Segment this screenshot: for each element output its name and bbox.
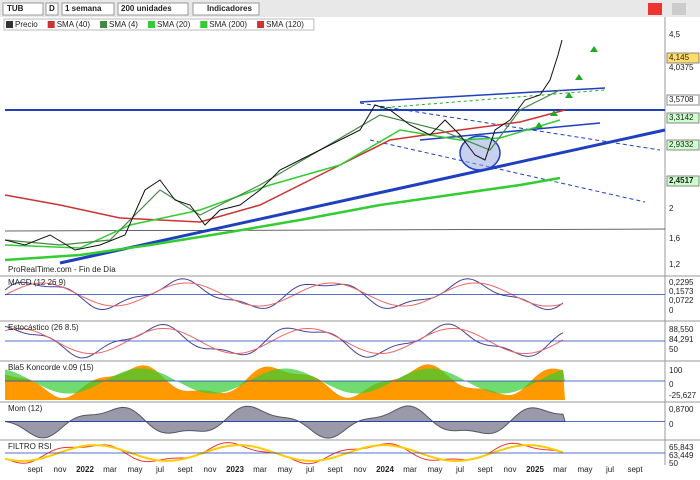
panel-axis-label: 50 <box>669 345 678 354</box>
legend-entry: SMA (40) <box>57 20 91 29</box>
legend-entry: SMA (120) <box>266 20 304 29</box>
indicators-box[interactable] <box>192 2 260 16</box>
price-tag <box>666 94 700 106</box>
x-axis-label: 2024 <box>376 465 394 474</box>
indicator-line <box>4 323 564 359</box>
x-axis-label: mar <box>103 465 117 474</box>
legend-swatch <box>100 21 108 28</box>
panel-axis-label: 0 <box>669 380 674 389</box>
legend-entry: SMA (200) <box>209 20 247 29</box>
x-axis-label: nov <box>204 465 217 474</box>
price-tag <box>666 139 700 151</box>
legend-swatch <box>200 21 208 28</box>
legend-swatch <box>6 21 13 28</box>
x-axis-label: jul <box>305 465 314 474</box>
indicator-line <box>4 278 564 311</box>
panel-title: Estocástico (26 8.5) <box>8 323 79 332</box>
price-label: 2,4517 <box>669 176 694 185</box>
mode-box[interactable] <box>45 2 59 16</box>
mode[interactable]: D <box>49 4 55 13</box>
period-box[interactable] <box>61 2 115 16</box>
panel-axis-label: 0,1573 <box>669 287 694 296</box>
units[interactable]: 200 unidades <box>121 4 172 13</box>
panel-axis-label: -25,627 <box>669 391 697 400</box>
legend-frame <box>3 18 315 31</box>
panel-axis-label: 63,449 <box>669 451 694 460</box>
panel-axis-label: 0,0722 <box>669 296 694 305</box>
x-axis-label: jul <box>155 465 164 474</box>
x-axis-label: 2023 <box>226 465 244 474</box>
panel-axis-label: 0,8700 <box>669 405 694 414</box>
panel-axis-label: 100 <box>669 366 683 375</box>
panel-axis-label: 0,2295 <box>669 278 694 287</box>
panel-axis-label: 0 <box>669 420 674 429</box>
price-label: 3,5708 <box>669 95 694 104</box>
signal-line <box>4 327 564 355</box>
panel-axis-label: 88,550 <box>669 325 694 334</box>
x-axis-label: 2022 <box>76 465 94 474</box>
price-label: 1,6 <box>669 234 681 243</box>
x-axis-label: may <box>577 465 592 474</box>
x-axis-label: jul <box>455 465 464 474</box>
symbol[interactable]: TUB <box>7 4 24 13</box>
x-axis-label: may <box>277 465 292 474</box>
panel-title: FILTRO RSI <box>8 442 51 451</box>
panel-axis-label: 0 <box>669 306 674 315</box>
panel-axis-label: 50 <box>669 459 678 468</box>
symbol-box[interactable] <box>2 2 44 16</box>
x-axis-label: sept <box>27 465 43 474</box>
x-axis-label: nov <box>54 465 67 474</box>
x-axis-label: sept <box>627 465 643 474</box>
panel-title: Bla5 Koncorde v.09 (15) <box>8 363 94 372</box>
panel-axis-label: 65,843 <box>669 443 694 452</box>
price-label: 4,145 <box>669 53 690 62</box>
price-tag <box>666 175 700 187</box>
price-label: 3,3142 <box>669 113 694 122</box>
price-label: 2 <box>669 204 674 213</box>
price-label: 4,5 <box>669 30 681 39</box>
indicators[interactable]: Indicadores <box>207 4 252 13</box>
x-axis-label: nov <box>354 465 367 474</box>
panel-title: Mom (12) <box>8 404 43 413</box>
x-axis-label: may <box>127 465 142 474</box>
x-axis-label: nov <box>504 465 517 474</box>
signal-line <box>4 444 564 462</box>
legend-entry: Precio <box>15 20 38 29</box>
period[interactable]: 1 semana <box>65 4 102 13</box>
x-axis-label: may <box>427 465 442 474</box>
x-axis-label: sept <box>177 465 193 474</box>
footer: ProRealTime.com - Fin de Día <box>8 265 116 274</box>
panel-title: MACD (12 26 9) <box>8 278 66 287</box>
close-button[interactable] <box>648 3 662 15</box>
units-box[interactable] <box>117 2 189 16</box>
legend-entry: SMA (20) <box>157 20 191 29</box>
panel-axis-label: 84,291 <box>669 335 694 344</box>
mom-area <box>4 405 566 439</box>
x-axis-label: 2025 <box>526 465 544 474</box>
legend-swatch <box>257 21 265 28</box>
legend-swatch <box>47 21 55 28</box>
legend-swatch <box>147 21 155 28</box>
x-axis-label: mar <box>403 465 417 474</box>
price-tag <box>666 112 700 124</box>
drawings <box>4 39 666 265</box>
price-tag <box>666 52 700 64</box>
x-axis-label: mar <box>553 465 567 474</box>
price-label: 2,9332 <box>669 140 694 149</box>
x-axis-label: mar <box>253 465 267 474</box>
menu-button[interactable] <box>672 3 686 15</box>
legend-entry: SMA (4) <box>109 20 138 29</box>
price-label: 1,2 <box>669 260 681 269</box>
price-label: 4,0375 <box>669 63 694 72</box>
x-axis-label: sept <box>477 465 493 474</box>
signal-line <box>4 282 564 307</box>
x-axis-label: jul <box>605 465 614 474</box>
x-axis-label: sept <box>327 465 343 474</box>
